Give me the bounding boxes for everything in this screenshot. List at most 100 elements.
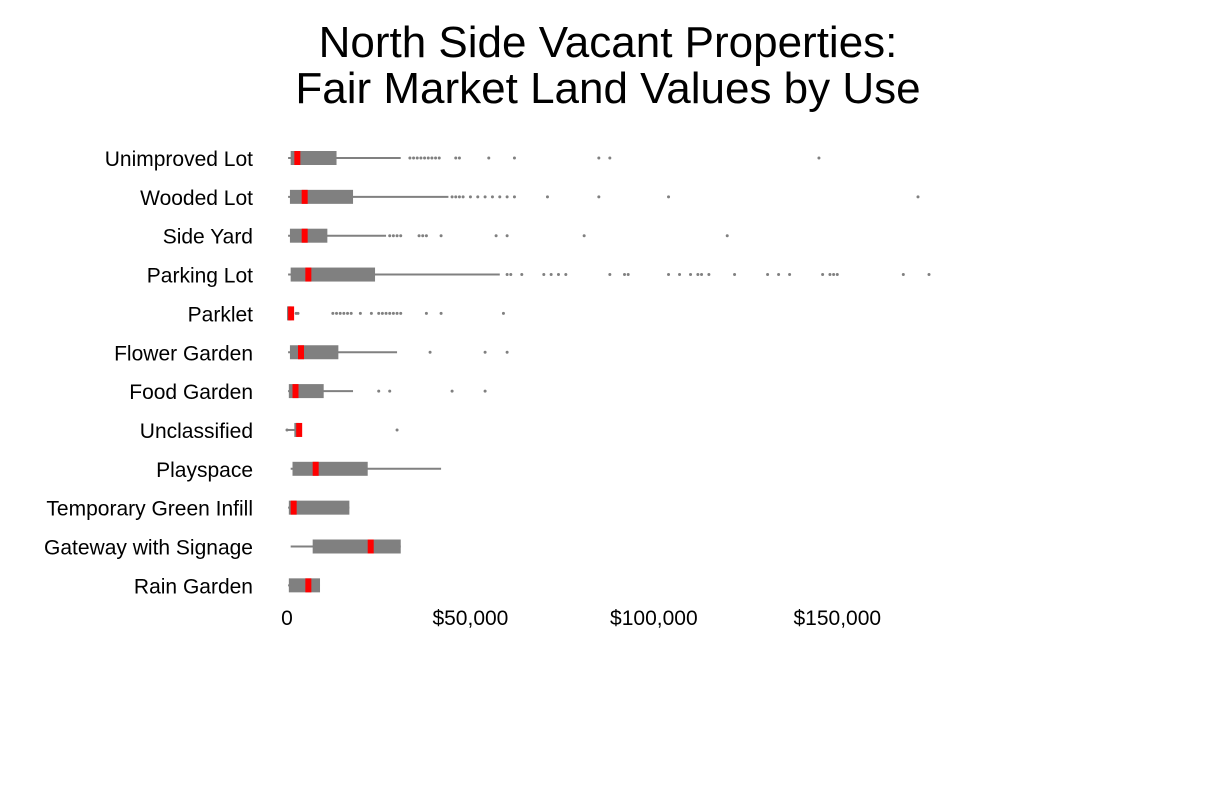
outlier-point bbox=[542, 273, 546, 277]
outlier-point bbox=[428, 350, 432, 354]
category-label-gateway-with-signage: Gateway with Signage bbox=[44, 537, 253, 560]
outlier-point bbox=[450, 389, 454, 393]
category-label-side-yard: Side Yard bbox=[163, 226, 253, 249]
category-label-unclassified: Unclassified bbox=[140, 420, 253, 443]
outlier-point bbox=[483, 350, 487, 354]
outlier-point bbox=[380, 311, 384, 315]
outlier-point bbox=[476, 195, 480, 199]
outlier-point bbox=[417, 234, 421, 238]
outlier-point bbox=[415, 156, 419, 160]
outlier-point bbox=[777, 273, 781, 277]
box-wooded-lot bbox=[288, 189, 920, 204]
outlier-point bbox=[623, 273, 627, 277]
outlier-point bbox=[434, 156, 438, 160]
outlier-point bbox=[454, 156, 458, 160]
outlier-point bbox=[788, 273, 792, 277]
iqr-box bbox=[288, 500, 350, 515]
outlier-point bbox=[582, 234, 586, 238]
iqr-box bbox=[289, 228, 328, 243]
median-marker bbox=[294, 151, 301, 165]
category-label-playspace: Playspace bbox=[156, 459, 253, 482]
outlier-point bbox=[512, 195, 516, 199]
outlier-point bbox=[545, 195, 549, 199]
box-flower-garden bbox=[288, 345, 509, 360]
median-marker bbox=[305, 578, 312, 593]
x-tick-label: $50,000 bbox=[432, 607, 508, 630]
chart-title-line-2: Fair Market Land Values by Use bbox=[295, 64, 921, 113]
outlier-point bbox=[556, 273, 560, 277]
outlier-point bbox=[412, 156, 416, 160]
outlier-point bbox=[487, 156, 491, 160]
box-series bbox=[285, 151, 931, 593]
chart-title: North Side Vacant Properties: Fair Marke… bbox=[0, 20, 1216, 112]
outlier-point bbox=[725, 234, 729, 238]
outlier-point bbox=[377, 311, 381, 315]
outlier-point bbox=[927, 273, 931, 277]
outlier-point bbox=[457, 156, 461, 160]
category-label-rain-garden: Rain Garden bbox=[134, 575, 253, 598]
median-marker bbox=[367, 539, 374, 554]
iqr-box bbox=[312, 539, 401, 554]
chart-title-line-1: North Side Vacant Properties: bbox=[318, 18, 898, 67]
outlier-point bbox=[388, 311, 392, 315]
outlier-point bbox=[700, 273, 704, 277]
median-marker bbox=[305, 267, 312, 282]
outlier-point bbox=[828, 273, 832, 277]
iqr-box bbox=[289, 345, 339, 360]
outlier-point bbox=[421, 234, 425, 238]
x-axis-ticks: 0 $50,000 $100,000 $150,000 bbox=[281, 607, 881, 630]
outlier-point bbox=[597, 156, 601, 160]
category-label-flower-garden: Flower Garden bbox=[114, 342, 253, 365]
outlier-point bbox=[391, 234, 395, 238]
outlier-point bbox=[509, 273, 513, 277]
box-unimproved-lot bbox=[288, 151, 821, 165]
outlier-point bbox=[439, 311, 443, 315]
category-label-temporary-green-infill: Temporary Green Infill bbox=[46, 498, 253, 521]
outlier-point bbox=[424, 234, 428, 238]
outlier-point bbox=[817, 156, 821, 160]
outlier-point bbox=[346, 311, 350, 315]
outlier-point bbox=[342, 311, 346, 315]
median-marker bbox=[298, 345, 305, 360]
outlier-point bbox=[461, 195, 465, 199]
outlier-point bbox=[338, 311, 342, 315]
outlier-point bbox=[450, 195, 454, 199]
box-unclassified bbox=[285, 422, 399, 437]
outlier-point bbox=[483, 389, 487, 393]
outlier-point bbox=[331, 311, 335, 315]
outlier-point bbox=[608, 156, 612, 160]
median-marker bbox=[312, 461, 319, 476]
median-marker bbox=[301, 228, 308, 243]
outlier-point bbox=[483, 195, 487, 199]
outlier-point bbox=[426, 156, 430, 160]
outlier-point bbox=[423, 156, 427, 160]
iqr-box bbox=[288, 578, 321, 593]
outlier-point bbox=[399, 234, 403, 238]
outlier-point bbox=[832, 273, 836, 277]
outlier-point bbox=[667, 195, 671, 199]
outlier-point bbox=[285, 428, 289, 432]
outlier-point bbox=[733, 273, 737, 277]
outlier-point bbox=[457, 195, 461, 199]
iqr-box bbox=[290, 151, 337, 165]
outlier-point bbox=[505, 195, 509, 199]
outlier-point bbox=[678, 273, 682, 277]
outlier-point bbox=[505, 350, 509, 354]
x-tick-label: $150,000 bbox=[793, 607, 881, 630]
x-tick-label: $100,000 bbox=[610, 607, 698, 630]
outlier-point bbox=[707, 273, 711, 277]
outlier-point bbox=[424, 311, 428, 315]
outlier-point bbox=[696, 273, 700, 277]
outlier-point bbox=[564, 273, 568, 277]
outlier-point bbox=[399, 311, 403, 315]
outlier-point bbox=[395, 311, 399, 315]
outlier-point bbox=[468, 195, 472, 199]
outlier-point bbox=[408, 156, 412, 160]
box-food-garden bbox=[288, 384, 487, 399]
median-marker bbox=[301, 189, 308, 204]
outlier-point bbox=[766, 273, 770, 277]
iqr-box bbox=[290, 267, 376, 282]
box-side-yard bbox=[288, 228, 729, 243]
outlier-point bbox=[395, 234, 399, 238]
category-label-parking-lot: Parking Lot bbox=[147, 265, 253, 288]
